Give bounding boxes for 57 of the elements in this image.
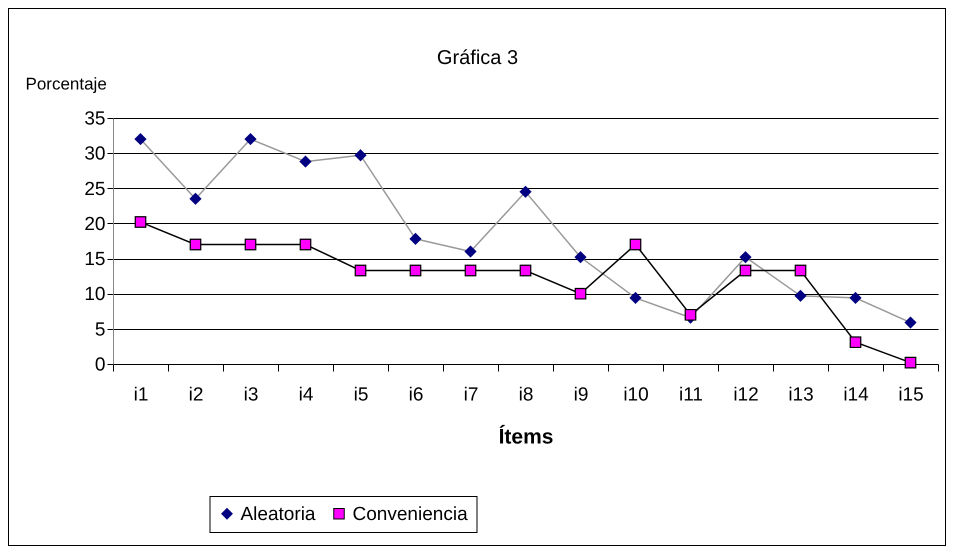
point <box>850 336 862 348</box>
point <box>684 308 696 321</box>
x-tick-label: i5 <box>354 384 368 406</box>
point <box>464 246 476 258</box>
x-tick-label: i9 <box>574 384 588 406</box>
x-tick-label: i12 <box>733 384 759 406</box>
point <box>300 156 312 168</box>
x-tick-label: i1 <box>134 384 148 406</box>
point <box>740 264 752 276</box>
legend-label: Conveniencia <box>352 504 468 525</box>
x-tick-label: i10 <box>623 384 649 406</box>
point <box>630 292 642 304</box>
point <box>464 264 476 276</box>
y-tick-label: 30 <box>84 144 106 165</box>
point <box>520 264 532 276</box>
point <box>354 264 366 276</box>
y-tick-label: 10 <box>84 284 106 306</box>
x-tick-label: i6 <box>408 384 424 406</box>
x-tick-label: i8 <box>518 384 534 406</box>
y-tick-label: 20 <box>84 214 106 235</box>
point <box>794 290 806 302</box>
x-tick-label: i2 <box>188 384 204 406</box>
x-tick-label: i14 <box>843 384 870 406</box>
x-tick-label: i11 <box>679 384 703 406</box>
point <box>134 133 146 145</box>
x-tick-label: i13 <box>788 384 814 406</box>
point <box>190 238 202 250</box>
point <box>904 356 916 368</box>
point <box>354 149 366 162</box>
point <box>520 186 532 198</box>
point <box>244 133 256 145</box>
point <box>410 233 422 245</box>
y-tick-label: 25 <box>84 178 106 200</box>
point <box>300 238 312 250</box>
x-axis-title: Ítems <box>498 424 554 448</box>
point <box>850 292 862 304</box>
y-tick-label: 0 <box>94 354 106 376</box>
point <box>630 238 642 250</box>
point <box>410 264 422 276</box>
legend-label: Aleatoria <box>240 504 316 525</box>
point <box>574 251 586 264</box>
chart-title: Gráfica 3 <box>436 47 518 69</box>
x-tick-label: i7 <box>464 384 478 406</box>
point <box>740 251 752 264</box>
y-axis-title: Porcentaje <box>26 74 107 94</box>
x-tick-label: i4 <box>298 384 314 406</box>
point <box>574 288 586 300</box>
x-tick-label: i3 <box>244 384 258 406</box>
point <box>794 264 806 276</box>
point <box>244 238 256 250</box>
y-tick-label: 35 <box>84 108 106 130</box>
y-tick-label: 5 <box>94 319 106 340</box>
x-tick-label: i15 <box>898 384 924 406</box>
point <box>904 316 916 328</box>
point <box>190 192 202 205</box>
y-tick-label: 15 <box>84 249 106 270</box>
point <box>134 216 146 228</box>
